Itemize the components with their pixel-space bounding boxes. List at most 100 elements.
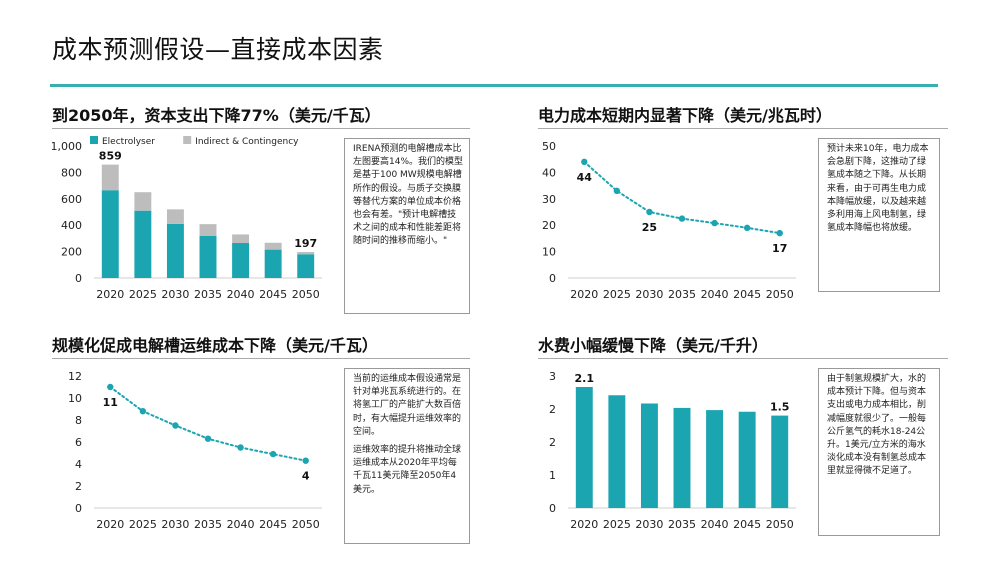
x-tick-label: 2040	[227, 518, 255, 531]
panel-1-note: IRENA预测的电解槽成本比左图要高14%。我们的模型是基于100 MW规模电解…	[344, 138, 470, 314]
panel-3-note: 当前的运维成本假设通常是针对单兆瓦系统进行的。在将氢工厂的产能扩大数百倍时，有大…	[344, 368, 470, 544]
legend-label: Electrolyser	[102, 137, 155, 147]
bar-value-2035	[673, 407, 691, 508]
y-tick-label: 800	[61, 166, 82, 179]
panel-1-note-text: IRENA预测的电解槽成本比左图要高14%。我们的模型是基于100 MW规模电解…	[353, 144, 464, 247]
data-point-2040	[711, 219, 718, 227]
data-label: 4	[302, 470, 310, 483]
data-point-2035	[678, 215, 686, 222]
y-tick-label: 40	[542, 166, 556, 179]
x-tick-label: 2040	[227, 288, 255, 301]
data-point-2040	[237, 444, 244, 451]
bar-indirect-contingency-2020	[101, 164, 119, 191]
x-tick-label: 2025	[603, 288, 631, 301]
data-point-2045	[743, 224, 751, 232]
data-label: 25	[642, 221, 657, 234]
panel-2-note-text: 预计未来10年，电力成本会急剧下降，这推动了绿氢成本随之下降。从长期来看，由于可…	[827, 144, 929, 234]
x-tick-label: 2035	[194, 288, 222, 301]
y-tick-label: 2	[75, 480, 82, 493]
x-tick-label: 2035	[194, 518, 222, 531]
panel-3-note-text-1: 当前的运维成本假设通常是针对单兆瓦系统进行的。在将氢工厂的产能扩大数百倍时，有大…	[353, 374, 462, 437]
data-point-2030	[172, 422, 179, 429]
x-tick-label: 2025	[129, 518, 157, 531]
x-tick-label: 2020	[96, 288, 124, 301]
chart-capex: 0 200 400 600 800 1,000 2020 2025 2030 2035 2040 20…	[52, 136, 322, 301]
series-line	[583, 160, 781, 235]
y-tick-label: 50	[542, 140, 556, 153]
panel-1-title: 到2050年，资本支出下降77%（美元/千瓦）	[52, 106, 381, 125]
y-tick-label: 20	[542, 219, 556, 232]
y-tick-label: 1	[549, 469, 556, 482]
panel-1-divider	[52, 128, 470, 129]
panel-3-note-text-2: 运维效率的提升将推动全球运维成本从2020年平均每千瓦11美元降至2050年4美…	[353, 445, 462, 495]
y-tick-label: 400	[61, 219, 82, 232]
x-tick-label: 2025	[603, 518, 631, 531]
data-label: 11	[103, 396, 118, 409]
x-tick-label: 2045	[259, 518, 287, 531]
panel-4-note-text: 由于制氢规模扩大，水的成本预计下降。但与资本支出或电力成本相比，削减幅度就很少了…	[827, 374, 927, 477]
title-divider	[50, 84, 938, 87]
y-tick-label: 6	[75, 436, 82, 449]
y-tick-label: 1,000	[52, 140, 82, 153]
x-tick-label: 2050	[292, 518, 320, 531]
y-tick-label: 0	[549, 502, 556, 515]
panel-4-note: 由于制氢规模扩大，水的成本预计下降。但与资本支出或电力成本相比，削减幅度就很少了…	[818, 368, 940, 536]
bar-value-2030	[640, 403, 658, 508]
y-tick-label: 2	[549, 403, 556, 416]
panel-2-note: 预计未来10年，电力成本会急剧下降，这推动了绿氢成本随之下降。从长期来看，由于可…	[818, 138, 940, 292]
page-title: 成本预测假设—直接成本因素	[52, 35, 384, 64]
x-tick-label: 2030	[635, 288, 663, 301]
x-tick-label: 2030	[161, 518, 189, 531]
x-tick-label: 2030	[161, 288, 189, 301]
data-point-2035	[204, 435, 212, 442]
x-tick-label: 2045	[259, 288, 287, 301]
panel-3-divider	[52, 358, 470, 359]
data-point-2020	[107, 383, 114, 391]
bar-indirect-contingency-2045	[264, 242, 282, 250]
data-point-2045	[269, 450, 277, 458]
panel-4-title: 水费小幅缓慢下降（美元/千升）	[538, 336, 768, 355]
chart-om: 0 2 4 6 8 10 12 2020 2025 2030 2035 2040 2045 2050 11 4	[68, 370, 322, 531]
x-tick-label: 2040	[701, 518, 729, 531]
bar-electrolyser-2050	[297, 254, 315, 278]
bar-electrolyser-2035	[199, 235, 217, 278]
data-point-2020	[581, 158, 588, 166]
bar-indirect-contingency-2025	[134, 192, 152, 211]
x-tick-label: 2020	[96, 518, 124, 531]
bar-electrolyser-2040	[232, 243, 250, 278]
x-tick-label: 2020	[570, 288, 598, 301]
x-tick-label: 2050	[766, 518, 794, 531]
data-point-2050	[776, 229, 783, 237]
bar-electrolyser-2020	[101, 190, 119, 278]
data-point-2050	[302, 457, 309, 464]
panel-2-divider	[538, 128, 948, 129]
data-label: 2.1	[575, 372, 595, 385]
chart-water: 0 1 2 2 3 2020 2025 2030 2035 2040 2045 2050 2.1 1.5	[549, 370, 796, 531]
x-tick-label: 2035	[668, 518, 696, 531]
bar-electrolyser-2045	[264, 249, 282, 278]
y-tick-label: 8	[75, 414, 82, 427]
bar-value-2050	[771, 415, 789, 508]
y-tick-label: 10	[542, 246, 556, 259]
y-tick-label: 200	[61, 246, 82, 259]
bar-indirect-contingency-2040	[232, 234, 250, 244]
y-tick-label: 10	[68, 392, 82, 405]
x-tick-label: 2045	[733, 288, 761, 301]
y-tick-label: 600	[61, 193, 82, 206]
legend-label: Indirect & Contingency	[195, 137, 299, 147]
y-tick-label: 4	[75, 458, 82, 471]
y-tick-label: 0	[75, 272, 82, 285]
bar-indirect-contingency-2035	[199, 224, 217, 236]
x-tick-label: 2035	[668, 288, 696, 301]
data-label: 859	[99, 150, 122, 163]
data-label: 1.5	[770, 401, 790, 414]
x-tick-label: 2045	[733, 518, 761, 531]
bar-electrolyser-2025	[134, 210, 152, 278]
bar-value-2040	[706, 410, 724, 508]
data-point-2025	[139, 408, 147, 415]
y-tick-label: 0	[75, 502, 82, 515]
x-tick-label: 2050	[292, 288, 320, 301]
y-tick-label: 12	[68, 370, 82, 383]
series-line	[109, 386, 307, 462]
